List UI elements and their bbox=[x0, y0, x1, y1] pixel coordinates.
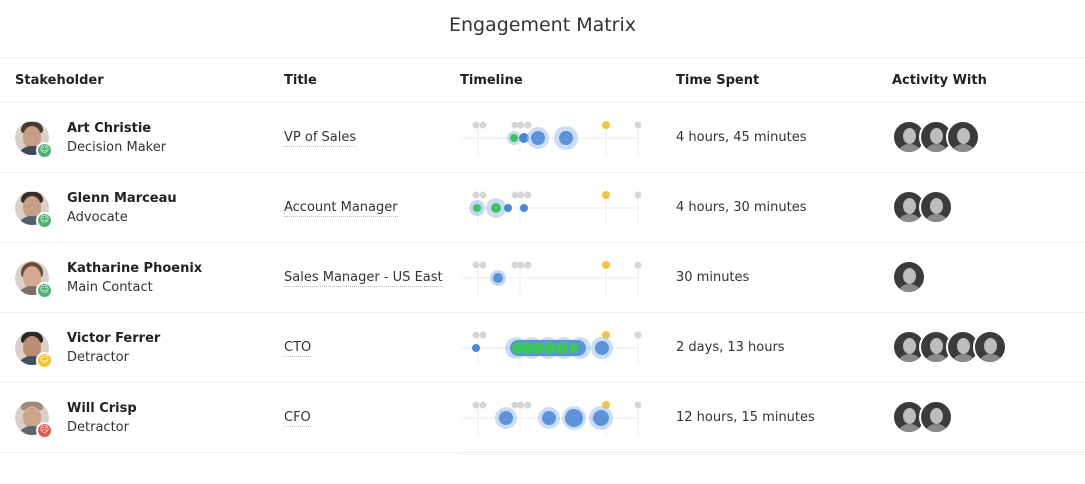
stakeholder-role: Detractor bbox=[67, 420, 129, 435]
stakeholder-name[interactable]: Glenn Marceau bbox=[67, 191, 177, 206]
stakeholder-avatar[interactable]: ☺ bbox=[15, 121, 53, 159]
timeline-svg bbox=[462, 401, 642, 435]
column-header-stakeholder[interactable]: Stakeholder bbox=[15, 73, 104, 88]
stakeholder-role: Detractor bbox=[67, 350, 129, 365]
activity-with-avatars[interactable] bbox=[892, 260, 1052, 294]
column-header-activity-with[interactable]: Activity With bbox=[892, 73, 987, 88]
avatar[interactable] bbox=[892, 400, 926, 434]
table-header: Stakeholder Title Timeline Time Spent Ac… bbox=[0, 58, 1085, 103]
avatar[interactable] bbox=[919, 400, 953, 434]
title-bar: Engagement Matrix bbox=[0, 0, 1085, 58]
job-title[interactable]: Account Manager bbox=[284, 200, 398, 217]
engagement-timeline[interactable] bbox=[462, 115, 652, 161]
table-row[interactable]: ☹ Will Crisp Detractor CFO 12 hours, 1 bbox=[0, 383, 1085, 453]
stakeholder-avatar[interactable]: ☹ bbox=[15, 401, 53, 439]
stakeholder-name[interactable]: Will Crisp bbox=[67, 401, 137, 416]
sentiment-smiley-icon: ☺ bbox=[36, 142, 53, 159]
avatar[interactable] bbox=[946, 120, 980, 154]
stakeholder-role: Main Contact bbox=[67, 280, 153, 295]
table-row[interactable]: ☺ Art Christie Decision Maker VP of Sale… bbox=[0, 103, 1085, 173]
stakeholder-avatar[interactable]: ☺ bbox=[15, 331, 53, 369]
engagement-timeline[interactable] bbox=[462, 395, 652, 441]
activity-with-avatars[interactable] bbox=[892, 400, 1052, 434]
job-title[interactable]: CFO bbox=[284, 410, 311, 427]
time-spent: 4 hours, 45 minutes bbox=[676, 130, 807, 145]
activity-with-avatars[interactable] bbox=[892, 330, 1052, 364]
stakeholder-name[interactable]: Art Christie bbox=[67, 121, 152, 136]
avatar bbox=[15, 121, 49, 155]
stakeholder-name[interactable]: Katharine Phoenix bbox=[67, 261, 203, 276]
stakeholder-avatar[interactable]: ☺ bbox=[15, 261, 53, 299]
time-spent: 4 hours, 30 minutes bbox=[676, 200, 807, 215]
avatar[interactable] bbox=[892, 120, 926, 154]
time-spent: 30 minutes bbox=[676, 270, 750, 285]
avatar[interactable] bbox=[919, 120, 953, 154]
avatar[interactable] bbox=[946, 330, 980, 364]
stakeholder-role: Decision Maker bbox=[67, 140, 167, 155]
column-header-timeline[interactable]: Timeline bbox=[460, 73, 523, 88]
engagement-timeline[interactable] bbox=[462, 255, 652, 301]
job-title[interactable]: VP of Sales bbox=[284, 130, 357, 147]
engagement-timeline[interactable] bbox=[462, 325, 652, 371]
stakeholder-name[interactable]: Victor Ferrer bbox=[67, 331, 161, 346]
table-row[interactable]: ☺ Victor Ferrer Detractor CTO bbox=[0, 313, 1085, 383]
sentiment-smiley-icon: ☺ bbox=[36, 212, 53, 229]
divider bbox=[458, 454, 1085, 455]
table-row[interactable]: ☺ Glenn Marceau Advocate Account Manager bbox=[0, 173, 1085, 243]
time-spent: 2 days, 13 hours bbox=[676, 340, 785, 355]
engagement-timeline[interactable] bbox=[462, 185, 652, 231]
activity-with-avatars[interactable] bbox=[892, 190, 1052, 224]
job-title[interactable]: Sales Manager - US East bbox=[284, 270, 443, 287]
sentiment-frown-icon: ☹ bbox=[36, 422, 53, 439]
column-header-title[interactable]: Title bbox=[284, 73, 317, 88]
sentiment-neutral-face-icon: ☺ bbox=[36, 352, 53, 369]
time-spent: 12 hours, 15 minutes bbox=[676, 410, 815, 425]
table-row[interactable]: ☺ Katharine Phoenix Main Contact Sales M… bbox=[0, 243, 1085, 313]
timeline-svg bbox=[462, 331, 642, 365]
job-title[interactable]: CTO bbox=[284, 340, 312, 357]
timeline-svg bbox=[462, 261, 642, 295]
stakeholder-role: Advocate bbox=[67, 210, 128, 225]
timeline-svg bbox=[462, 121, 642, 155]
sentiment-smiley-icon: ☺ bbox=[36, 282, 53, 299]
avatar[interactable] bbox=[919, 190, 953, 224]
page-title: Engagement Matrix bbox=[448, 13, 637, 36]
avatar bbox=[15, 331, 49, 365]
stakeholder-avatar[interactable]: ☺ bbox=[15, 191, 53, 229]
avatar[interactable] bbox=[919, 330, 953, 364]
avatar[interactable] bbox=[973, 330, 1007, 364]
activity-with-avatars[interactable] bbox=[892, 120, 1052, 154]
timeline-svg bbox=[462, 191, 642, 225]
avatar[interactable] bbox=[892, 260, 926, 294]
column-header-time-spent[interactable]: Time Spent bbox=[676, 73, 760, 88]
